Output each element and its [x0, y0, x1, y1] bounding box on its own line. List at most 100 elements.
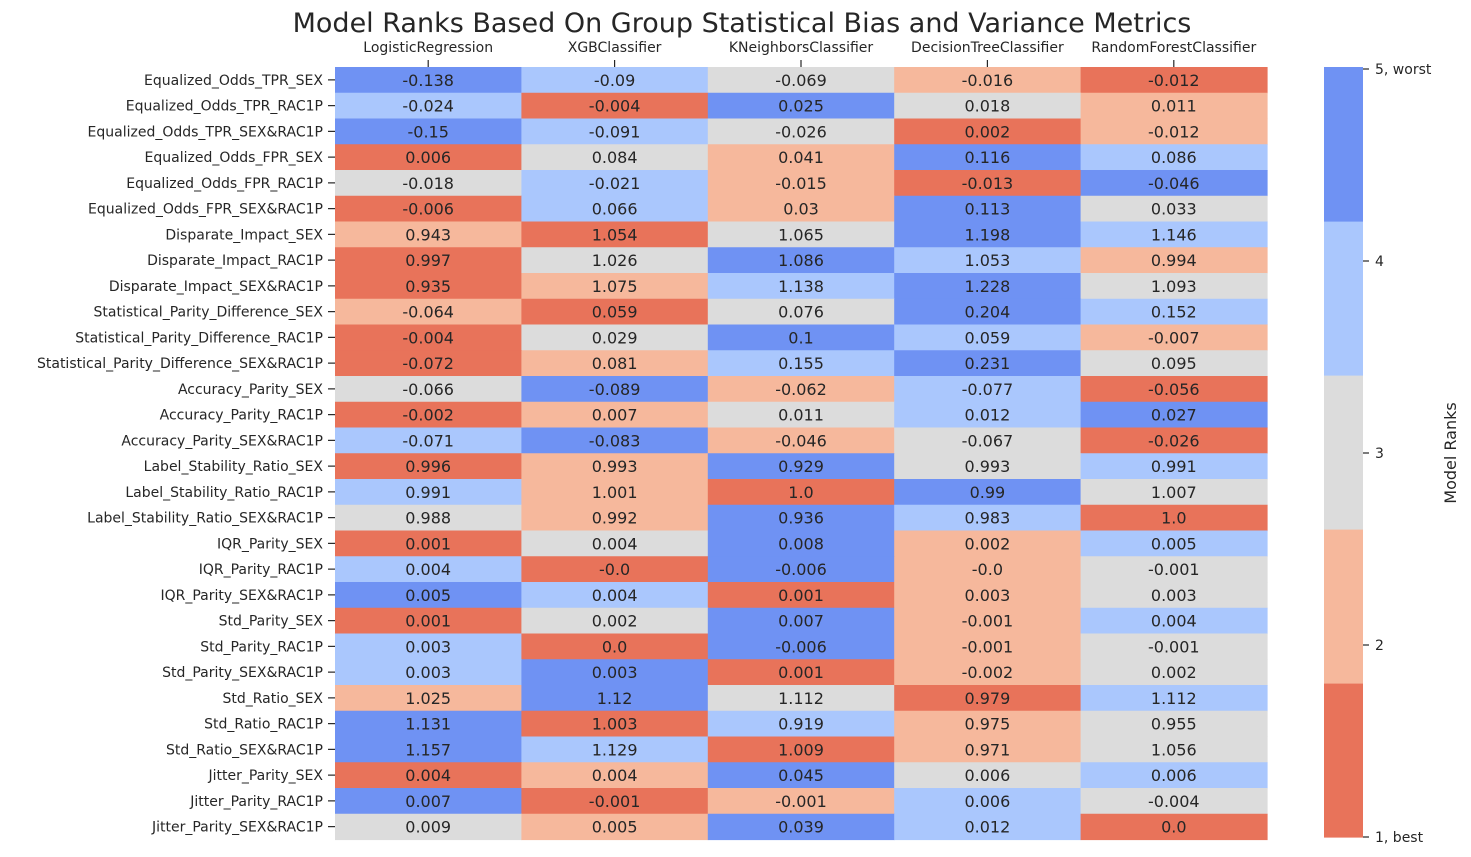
cell-value: 0.004	[592, 534, 638, 553]
heatmap-cell	[521, 607, 709, 635]
heatmap-cell	[335, 247, 522, 274]
cell-value: -0.001	[1148, 637, 1200, 656]
heatmap-cell	[707, 710, 895, 738]
heatmap-cell	[894, 582, 1082, 609]
cell-value: 0.003	[405, 637, 451, 656]
cell-value: 1.157	[405, 740, 451, 759]
cell-value: 0.066	[592, 200, 638, 219]
colorbar-tick-label: 2	[1375, 638, 1384, 654]
cell-value: -0.072	[402, 354, 454, 373]
cell-value: 0.001	[405, 612, 451, 631]
cell-value: 0.006	[405, 148, 451, 167]
heatmap-cell	[335, 453, 522, 480]
row-label: Equalized_Odds_TPR_SEX&RAC1P	[88, 124, 323, 140]
chart-title: Model Ranks Based On Group Statistical B…	[293, 8, 1192, 39]
cell-value: 1.003	[592, 715, 638, 734]
row-label: Equalized_Odds_FPR_RAC1P	[126, 176, 323, 192]
heatmap-cell	[1080, 401, 1268, 429]
heatmap-cell	[707, 67, 895, 94]
cell-value: 0.99	[970, 483, 1006, 502]
heatmap-cell	[707, 453, 895, 480]
cell-value: 0.002	[592, 612, 638, 631]
cell-value: -0.006	[775, 560, 827, 579]
row-label: Statistical_Parity_Difference_SEX	[94, 305, 324, 321]
heatmap-cell	[707, 298, 895, 326]
cell-value: 0.007	[405, 792, 451, 811]
heatmap-cell	[521, 247, 709, 274]
heatmap-cells: -0.138 -0.09 -0.069 -0.016 -0.012-0.024 -0.00…	[335, 67, 1268, 841]
row-label: Jitter_Parity_RAC1P	[189, 794, 323, 810]
cell-value: -0.069	[775, 71, 827, 90]
heatmap-cell	[1080, 118, 1268, 145]
cell-value: 0.025	[778, 97, 824, 116]
heatmap-cell	[335, 479, 522, 506]
heatmap-cell	[1080, 247, 1268, 274]
cell-value: -0.006	[402, 200, 454, 219]
row-label: Statistical_Parity_Difference_SEX&RAC1P	[37, 356, 323, 372]
cell-value: -0.018	[402, 174, 454, 193]
row-label: Equalized_Odds_TPR_RAC1P	[126, 99, 323, 115]
heatmap-cell	[894, 401, 1082, 429]
cell-value: 0.943	[405, 225, 451, 244]
heatmap-cell	[335, 633, 522, 660]
cell-value: -0.046	[1148, 174, 1200, 193]
cell-value: 1.054	[592, 225, 638, 244]
cell-value: 1.053	[964, 251, 1010, 270]
heatmap-cell	[521, 453, 709, 480]
heatmap-cell	[894, 273, 1082, 300]
heatmap-cell	[335, 118, 522, 145]
cell-value: -0.016	[962, 71, 1014, 90]
heatmap-cell	[707, 350, 895, 377]
heatmap-cell	[335, 170, 522, 197]
cell-value: 1.075	[592, 277, 638, 296]
cell-value: 0.116	[964, 148, 1010, 167]
heatmap-cell	[521, 92, 709, 120]
heatmap-cell	[335, 350, 522, 377]
heatmap-cell	[894, 479, 1082, 506]
heatmap-cell	[335, 736, 522, 763]
cell-value: 0.005	[592, 818, 638, 837]
colorbar-segment	[1324, 375, 1363, 530]
colorbar-segment	[1324, 683, 1363, 838]
heatmap-cell	[894, 427, 1082, 454]
colorbar-tick-label: 5, worst	[1375, 62, 1432, 78]
heatmap-cell	[1080, 221, 1268, 248]
row-label: Jitter_Parity_SEX&RAC1P	[151, 820, 323, 836]
heatmap-cell	[521, 350, 709, 377]
heatmap-cell	[335, 195, 522, 223]
heatmap-cell	[1080, 479, 1268, 506]
heatmap-cell	[894, 170, 1082, 197]
cell-value: 0.084	[592, 148, 638, 167]
cell-value: -0.012	[1148, 71, 1200, 90]
heatmap-cell	[521, 736, 709, 763]
cell-value: -0.004	[402, 328, 454, 347]
cell-value: -0.021	[589, 174, 641, 193]
cell-value: 0.004	[592, 766, 638, 785]
cell-value: 0.007	[592, 406, 638, 425]
colorbar-tick-label: 1, best	[1375, 830, 1424, 846]
cell-value: 0.155	[778, 354, 824, 373]
row-label: Equalized_Odds_TPR_SEX	[144, 73, 323, 89]
cell-value: 0.006	[964, 766, 1010, 785]
heatmap-cell	[335, 376, 522, 403]
cell-value: 0.997	[405, 251, 451, 270]
heatmap-cell	[707, 273, 895, 300]
cell-value: -0.077	[962, 380, 1014, 399]
heatmap-cell	[707, 556, 895, 583]
heatmap-cell	[894, 92, 1082, 120]
cell-value: 0.001	[405, 534, 451, 553]
cell-value: -0.012	[1148, 122, 1200, 141]
column-label: RandomForestClassifier	[1091, 40, 1256, 56]
heatmap-cell	[1080, 556, 1268, 583]
heatmap-cell	[707, 788, 895, 815]
cell-value: -0.001	[962, 637, 1014, 656]
heatmap-cell	[1080, 453, 1268, 480]
heatmap-cell	[521, 556, 709, 583]
cell-value: 0.005	[1151, 534, 1197, 553]
row-label: Disparate_Impact_SEX	[165, 227, 323, 243]
heatmap-cell	[335, 556, 522, 583]
cell-value: -0.001	[1148, 560, 1200, 579]
heatmap-cell	[521, 710, 709, 738]
cell-value: 0.003	[592, 663, 638, 682]
cell-value: 0.081	[592, 354, 638, 373]
